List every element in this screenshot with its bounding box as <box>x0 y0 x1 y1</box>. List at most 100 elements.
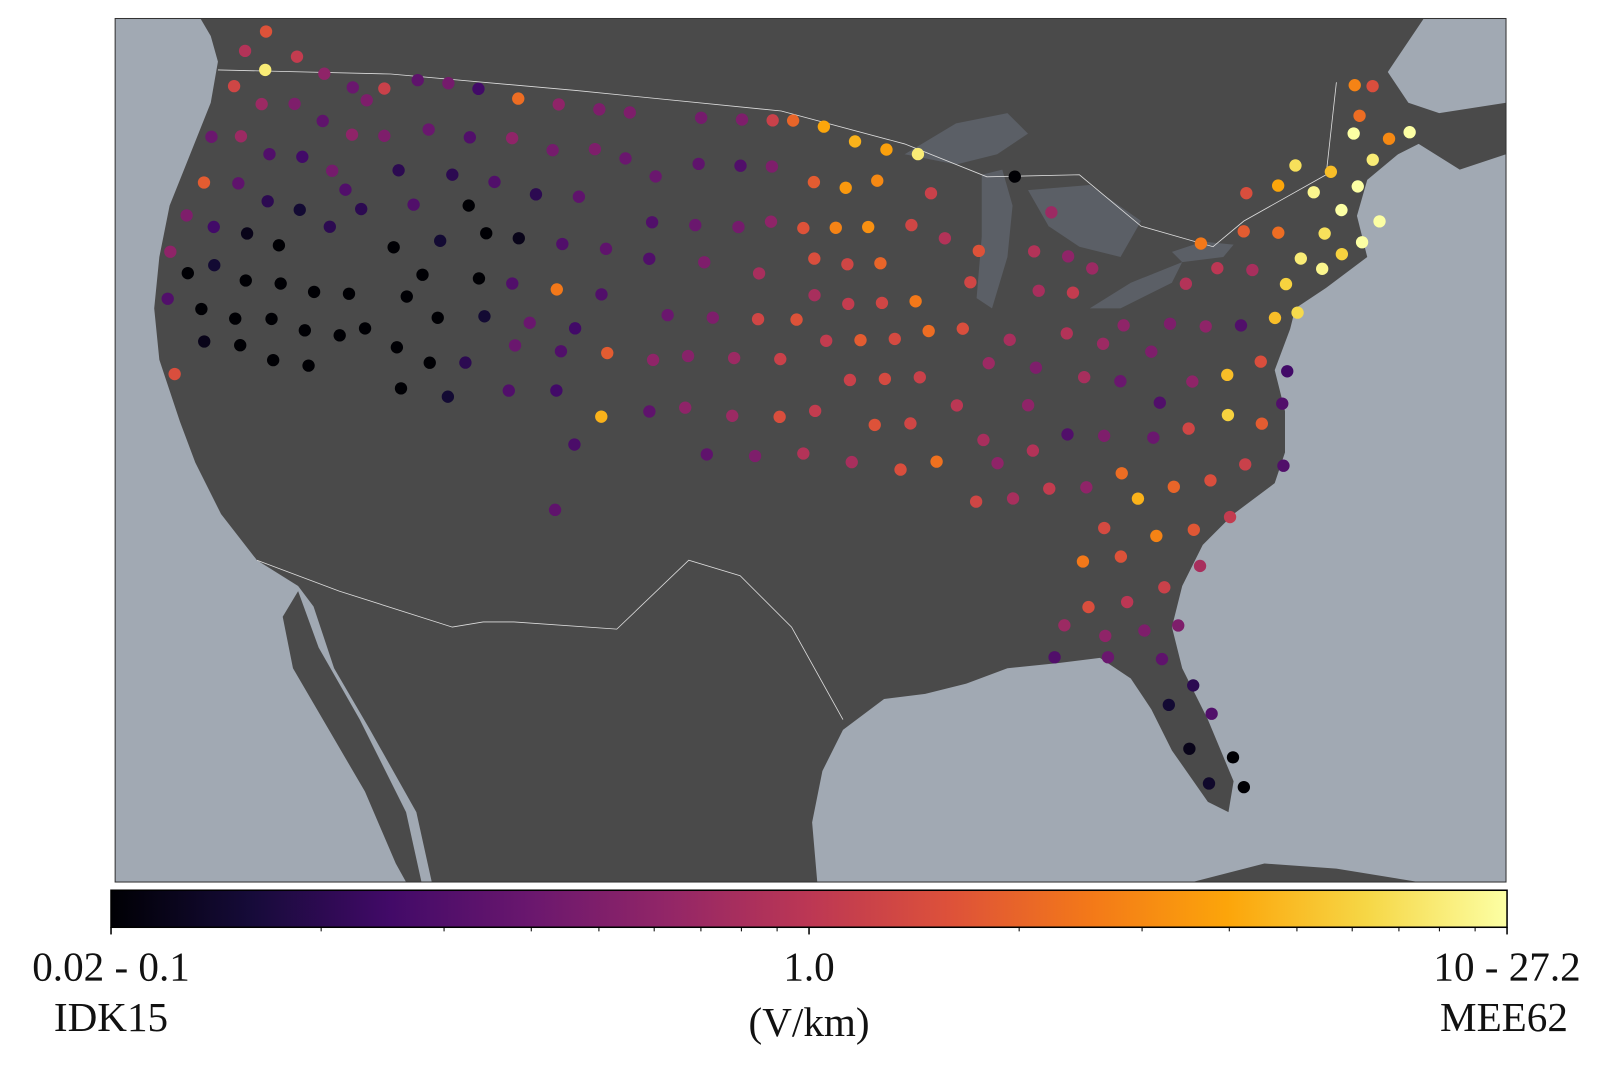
border-us-canada <box>217 69 1337 248</box>
station <box>1101 651 1115 664</box>
station <box>333 329 346 342</box>
station <box>661 308 674 322</box>
station <box>950 399 964 412</box>
station <box>302 359 315 372</box>
station <box>1099 629 1112 643</box>
colorbar-tick-label: 1.0 <box>783 944 834 990</box>
station <box>1162 698 1175 712</box>
station <box>752 267 766 280</box>
station <box>938 232 952 245</box>
station <box>1006 492 1020 505</box>
station <box>829 221 842 234</box>
station <box>790 313 803 326</box>
station <box>478 310 491 323</box>
station <box>773 410 786 424</box>
station <box>554 345 568 358</box>
station <box>1120 595 1134 609</box>
station <box>1114 550 1128 563</box>
station <box>706 311 719 324</box>
right-label: MEE62 <box>1440 994 1568 1040</box>
station <box>842 297 855 311</box>
station <box>599 242 613 256</box>
station <box>1026 444 1040 457</box>
station <box>727 351 741 365</box>
station <box>964 276 977 289</box>
station <box>839 181 852 194</box>
station <box>972 244 985 258</box>
station <box>1029 361 1043 374</box>
station <box>290 50 304 63</box>
station <box>568 322 582 335</box>
station <box>326 164 339 177</box>
station <box>922 324 935 338</box>
station <box>1234 319 1248 332</box>
station <box>1316 262 1329 275</box>
station <box>904 417 917 430</box>
station <box>400 290 413 303</box>
station <box>1086 262 1099 275</box>
station <box>259 25 273 38</box>
station <box>1271 179 1285 192</box>
station <box>1186 375 1199 388</box>
station <box>1194 237 1208 250</box>
station <box>480 227 493 240</box>
station <box>168 367 181 381</box>
station <box>181 266 194 280</box>
station <box>1172 619 1185 632</box>
station <box>261 195 274 208</box>
station <box>735 113 749 126</box>
station <box>854 333 867 347</box>
station <box>843 373 857 387</box>
station <box>307 285 321 299</box>
station <box>293 203 306 216</box>
station <box>991 457 1004 470</box>
station <box>766 114 779 127</box>
station <box>977 433 990 447</box>
station <box>649 170 662 183</box>
station <box>339 183 352 196</box>
station <box>198 335 211 348</box>
station <box>1138 624 1151 637</box>
station <box>1082 600 1095 614</box>
station <box>1114 375 1127 388</box>
station <box>588 142 602 156</box>
station <box>1335 203 1348 217</box>
station <box>681 349 695 363</box>
station <box>982 357 995 370</box>
station <box>1131 492 1145 505</box>
station <box>1098 521 1111 535</box>
station <box>508 339 522 352</box>
station <box>296 150 309 163</box>
station <box>1076 555 1090 568</box>
station <box>1153 396 1166 409</box>
station <box>180 209 193 222</box>
station <box>874 257 887 270</box>
lake-ontario <box>1171 241 1234 263</box>
station <box>472 82 485 95</box>
station <box>431 311 444 324</box>
station <box>1324 165 1338 178</box>
left-label: IDK15 <box>54 994 168 1040</box>
station <box>263 147 276 161</box>
station <box>808 252 821 265</box>
station <box>643 252 656 265</box>
station <box>1027 245 1041 258</box>
colorbar <box>110 889 1508 929</box>
station <box>911 147 925 161</box>
station <box>342 287 356 300</box>
station <box>274 277 287 290</box>
station <box>441 390 455 403</box>
station <box>1246 263 1259 277</box>
station <box>969 495 983 508</box>
station <box>459 356 472 369</box>
station <box>1179 277 1193 290</box>
station <box>240 227 254 240</box>
station <box>1061 428 1074 441</box>
station <box>272 239 286 252</box>
station <box>645 216 659 229</box>
station <box>546 144 559 157</box>
station <box>1221 368 1234 382</box>
station <box>726 409 739 422</box>
station <box>1080 481 1093 494</box>
station <box>1021 399 1035 412</box>
